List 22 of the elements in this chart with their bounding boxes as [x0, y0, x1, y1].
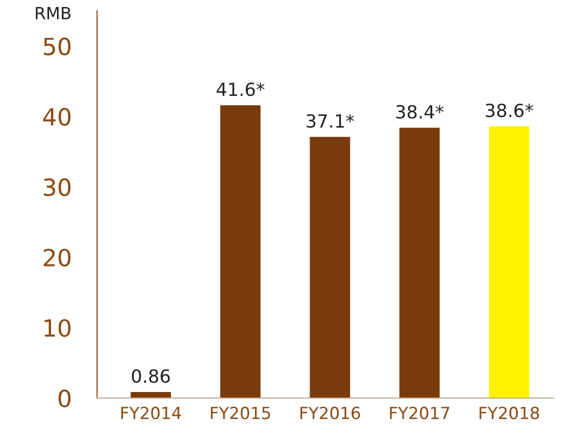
bar: [130, 392, 171, 398]
bar: [310, 136, 350, 398]
y-axis-title: RMB: [36, 7, 70, 20]
data-label: 38.6*: [486, 104, 534, 118]
y-tick-label: 30: [44, 178, 70, 196]
x-tick-label: FY2018: [480, 406, 540, 420]
x-tick-label: FY2016: [300, 406, 360, 420]
y-tick-label: 0: [58, 389, 70, 408]
data-label: 37.1*: [306, 114, 354, 128]
bar: [220, 105, 261, 398]
y-tick-label: 10: [44, 319, 70, 337]
x-tick-label: FY2014: [121, 406, 181, 420]
bar: [399, 128, 440, 398]
data-label: 0.86: [132, 369, 170, 383]
y-tick-label: 50: [44, 38, 70, 56]
data-label: 38.4*: [396, 105, 444, 119]
y-tick-label: 40: [43, 108, 70, 126]
data-label: 41.6*: [216, 82, 264, 96]
x-tick-label: FY2015: [210, 406, 270, 420]
bar: [488, 126, 530, 398]
x-tick-label: FY2017: [390, 406, 450, 420]
y-tick-label: 20: [44, 248, 70, 267]
